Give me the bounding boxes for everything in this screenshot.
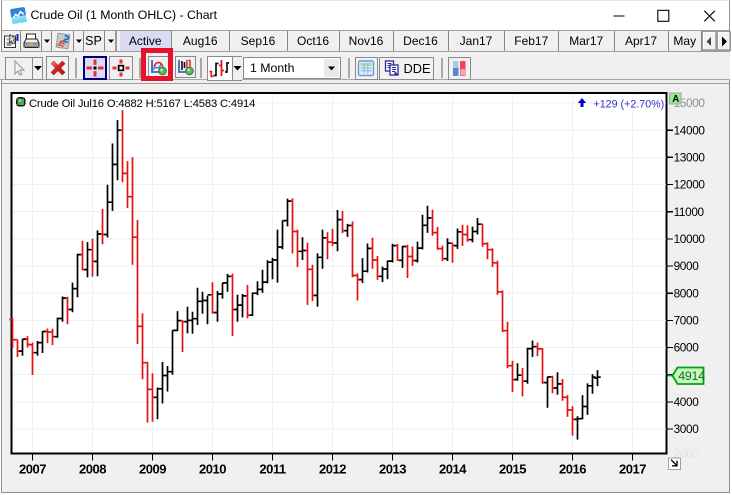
svg-text:+129 (+2.70%): +129 (+2.70%) [594, 98, 665, 110]
svg-text:6000: 6000 [674, 341, 700, 355]
svg-text:A: A [672, 94, 679, 105]
svg-text:Crude Oil Jul16 O:4882 H:5167: Crude Oil Jul16 O:4882 H:5167 L:4583 C:4… [29, 98, 255, 110]
svg-text:11000: 11000 [674, 205, 705, 219]
svg-text:7000: 7000 [674, 314, 700, 328]
svg-text:2009: 2009 [139, 461, 166, 476]
svg-text:13000: 13000 [674, 150, 706, 164]
svg-text:8000: 8000 [674, 286, 700, 300]
svg-text:2017: 2017 [619, 461, 646, 476]
svg-text:10000: 10000 [674, 232, 706, 246]
svg-text:2008: 2008 [79, 461, 106, 476]
svg-text:12000: 12000 [674, 178, 706, 192]
svg-text:2015: 2015 [499, 461, 526, 476]
svg-text:2011: 2011 [259, 461, 285, 476]
svg-text:14000: 14000 [674, 123, 706, 137]
svg-text:2010: 2010 [199, 461, 226, 476]
svg-text:2007: 2007 [19, 461, 46, 476]
svg-text:2013: 2013 [379, 461, 406, 476]
svg-text:3000: 3000 [674, 422, 700, 436]
svg-text:2000: 2000 [674, 447, 700, 461]
svg-text:2014: 2014 [439, 461, 467, 476]
svg-text:15000: 15000 [674, 96, 706, 110]
svg-text:2016: 2016 [559, 461, 586, 476]
svg-text:2012: 2012 [319, 461, 346, 476]
svg-text:9000: 9000 [674, 259, 700, 273]
svg-text:4000: 4000 [674, 395, 700, 409]
svg-text:4914: 4914 [678, 369, 705, 383]
